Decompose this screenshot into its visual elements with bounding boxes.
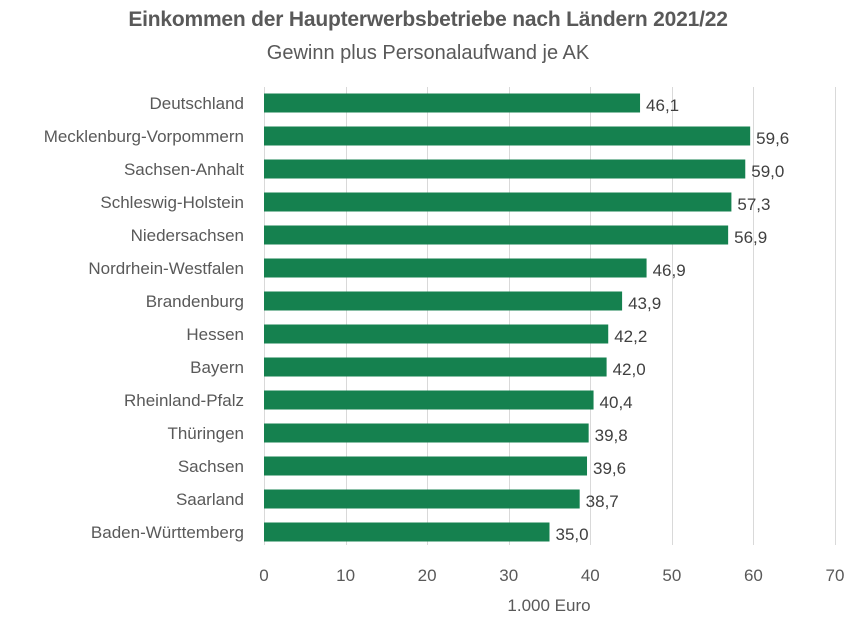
- bar: [264, 390, 594, 410]
- bar: [264, 225, 729, 245]
- category-label: Sachsen-Anhalt: [124, 160, 244, 179]
- x-tick-label: 30: [499, 566, 518, 585]
- bars: [264, 93, 751, 542]
- x-tick-label: 50: [662, 566, 681, 585]
- value-label: 59,6: [756, 129, 789, 148]
- x-tick-label: 20: [418, 566, 437, 585]
- bar: [264, 456, 588, 476]
- category-label: Schleswig-Holstein: [100, 193, 244, 212]
- chart-subtitle: Gewinn plus Personalaufwand je AK: [266, 42, 590, 64]
- category-label: Thüringen: [167, 424, 244, 443]
- bar: [264, 324, 609, 344]
- x-axis-ticks: 0 10 20 30 40 50 60 70: [259, 566, 844, 585]
- value-label: 57,3: [737, 195, 770, 214]
- bar: [264, 159, 746, 179]
- value-label: 43,9: [628, 294, 661, 313]
- category-label: Baden-Württemberg: [91, 523, 244, 542]
- x-tick-label: 0: [259, 566, 268, 585]
- category-label: Bayern: [190, 358, 244, 377]
- x-tick-label: 60: [744, 566, 763, 585]
- category-label: Rheinland-Pfalz: [124, 391, 244, 410]
- bar: [264, 522, 550, 542]
- value-label: 39,6: [593, 459, 626, 478]
- category-label: Niedersachsen: [131, 226, 244, 245]
- bar: [264, 291, 623, 311]
- category-label: Mecklenburg-Vorpommern: [44, 127, 244, 146]
- category-label: Brandenburg: [146, 292, 244, 311]
- bar: [264, 258, 647, 278]
- value-label: 40,4: [600, 393, 633, 412]
- value-label: 42,0: [613, 360, 646, 379]
- value-label: 59,0: [751, 162, 784, 181]
- x-tick-label: 70: [826, 566, 845, 585]
- category-label: Deutschland: [149, 94, 244, 113]
- category-labels: Deutschland Mecklenburg-Vorpommern Sachsen…: [44, 94, 245, 542]
- value-label: 46,1: [646, 96, 679, 115]
- value-label: 35,0: [556, 525, 589, 544]
- value-label: 56,9: [734, 228, 767, 247]
- category-label: Sachsen: [178, 457, 244, 476]
- value-label: 42,2: [614, 327, 647, 346]
- bar: [264, 489, 580, 509]
- category-label: Hessen: [186, 325, 244, 344]
- x-axis-title: 1.000 Euro: [507, 596, 590, 615]
- value-label: 46,9: [653, 261, 686, 280]
- gridlines: [264, 87, 836, 545]
- value-label: 39,8: [595, 426, 628, 445]
- chart-title: Einkommen der Haupterwerbsbetriebe nach …: [128, 8, 728, 31]
- bar: [264, 93, 641, 113]
- bar: [264, 126, 751, 146]
- category-label: Nordrhein-Westfalen: [88, 259, 244, 278]
- x-tick-label: 40: [581, 566, 600, 585]
- bar: [264, 357, 607, 377]
- bar: [264, 192, 732, 212]
- bar: [264, 423, 589, 443]
- category-label: Saarland: [176, 490, 244, 509]
- x-tick-label: 10: [336, 566, 355, 585]
- value-labels: 46,1 59,6 59,0 57,3 56,9 46,9 43,9 42,2 42,0 40,4…: [556, 96, 790, 544]
- value-label: 38,7: [586, 492, 619, 511]
